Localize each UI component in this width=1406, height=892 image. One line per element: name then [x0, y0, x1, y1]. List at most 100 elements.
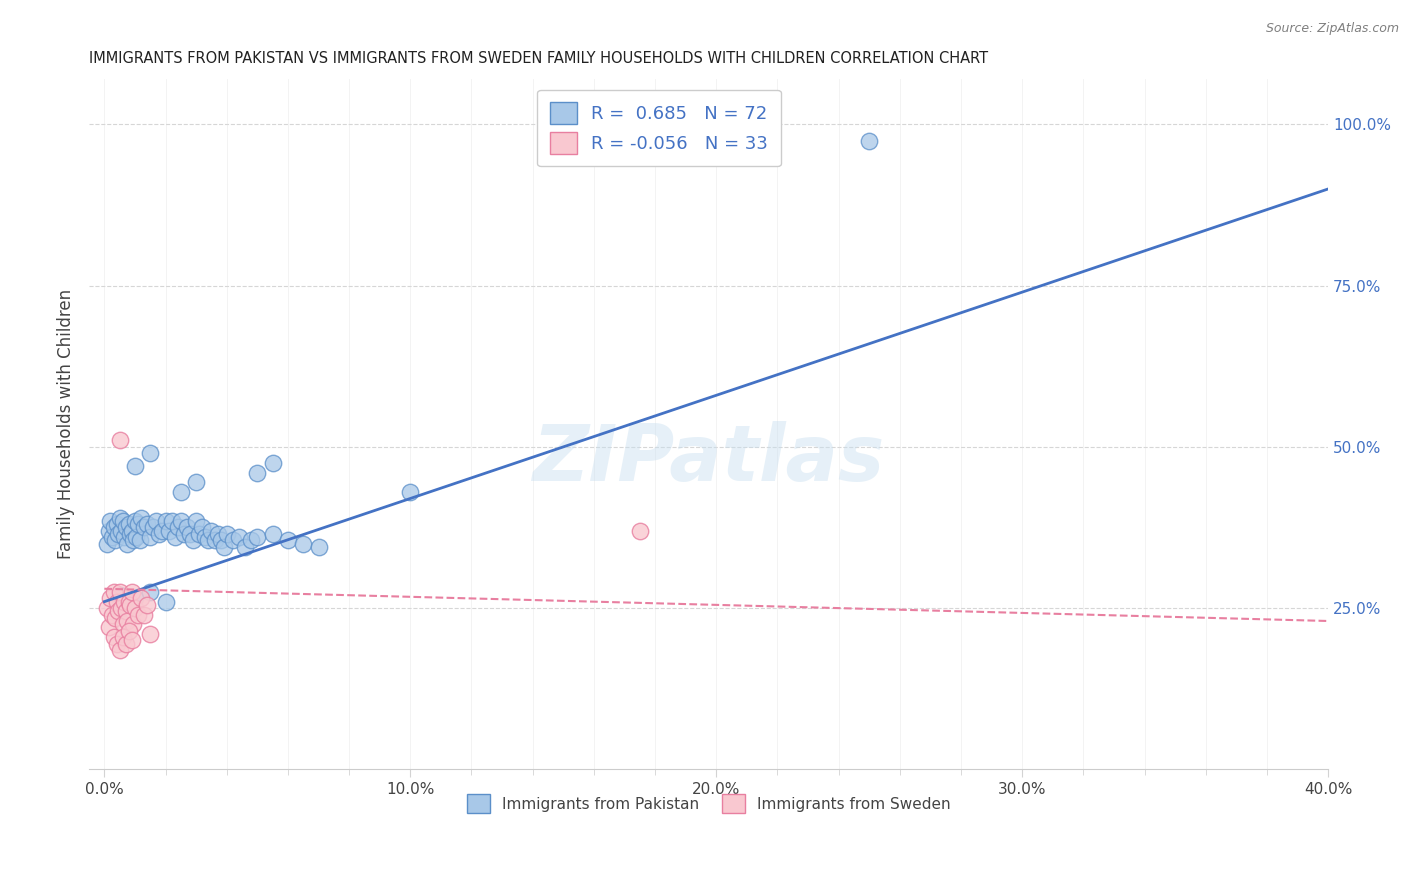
Point [134, 520, 156, 534]
Point [136, 517, 159, 532]
Point [277, 533, 299, 548]
Point [101, 530, 124, 544]
Point [233, 540, 256, 554]
Point [108, 588, 131, 602]
Point [186, 475, 208, 490]
Point [111, 617, 134, 632]
Point [125, 530, 148, 544]
Point [134, 607, 156, 622]
Point [228, 530, 250, 544]
Point [188, 527, 211, 541]
Point [110, 601, 132, 615]
Text: Source: ZipAtlas.com: Source: ZipAtlas.com [1265, 22, 1399, 36]
Point [107, 527, 129, 541]
Point [139, 627, 162, 641]
Point [124, 514, 146, 528]
Point [105, 636, 128, 650]
Point [114, 636, 136, 650]
Point [122, 617, 145, 632]
Point [129, 591, 152, 606]
Point [121, 524, 143, 538]
Point [97, 620, 120, 634]
Point [200, 524, 222, 538]
Point [97, 524, 120, 538]
Point [207, 527, 229, 541]
Point [108, 511, 131, 525]
Point [139, 585, 162, 599]
Point [127, 517, 149, 532]
Point [108, 585, 131, 599]
Point [155, 594, 177, 608]
Point [96, 536, 118, 550]
Point [120, 527, 142, 541]
Point [163, 530, 186, 544]
Point [114, 520, 136, 534]
Point [129, 511, 152, 525]
Point [262, 527, 284, 541]
Point [118, 624, 141, 638]
Point [262, 456, 284, 470]
Point [148, 527, 170, 541]
Point [170, 485, 193, 500]
Point [105, 594, 128, 608]
Point [139, 446, 162, 460]
Point [215, 527, 238, 541]
Point [117, 614, 139, 628]
Point [308, 540, 330, 554]
Point [100, 591, 122, 606]
Point [246, 466, 269, 480]
Point [186, 514, 208, 528]
Point [101, 607, 124, 622]
Point [399, 485, 422, 500]
Point [209, 533, 232, 548]
Point [111, 514, 134, 528]
Text: ZIPatlas: ZIPatlas [533, 421, 884, 497]
Point [121, 633, 143, 648]
Point [103, 630, 125, 644]
Point [240, 533, 263, 548]
Point [246, 530, 269, 544]
Point [145, 514, 167, 528]
Point [157, 524, 180, 538]
Point [292, 536, 315, 550]
Point [122, 533, 145, 548]
Point [104, 533, 127, 548]
Point [179, 527, 201, 541]
Point [155, 514, 177, 528]
Point [173, 527, 195, 541]
Point [160, 514, 183, 528]
Point [112, 530, 135, 544]
Point [166, 520, 188, 534]
Point [118, 517, 141, 532]
Point [114, 604, 136, 618]
Point [128, 533, 150, 548]
Point [96, 601, 118, 615]
Point [105, 517, 128, 532]
Point [107, 604, 129, 618]
Point [142, 520, 165, 534]
Point [628, 524, 651, 538]
Point [136, 598, 159, 612]
Y-axis label: Family Households with Children: Family Households with Children [58, 289, 75, 559]
Point [124, 591, 146, 606]
Legend: Immigrants from Pakistan, Immigrants from Sweden: Immigrants from Pakistan, Immigrants fro… [456, 784, 962, 823]
Point [170, 514, 193, 528]
Point [212, 540, 235, 554]
Point [112, 594, 135, 608]
Point [103, 585, 125, 599]
Point [222, 533, 245, 548]
Point [118, 594, 141, 608]
Point [108, 434, 131, 448]
Point [111, 630, 134, 644]
Point [191, 520, 214, 534]
Point [121, 585, 143, 599]
Point [139, 530, 162, 544]
Text: IMMIGRANTS FROM PAKISTAN VS IMMIGRANTS FROM SWEDEN FAMILY HOUSEHOLDS WITH CHILDR: IMMIGRANTS FROM PAKISTAN VS IMMIGRANTS F… [89, 51, 988, 66]
Point [104, 611, 127, 625]
Point [181, 533, 204, 548]
Point [108, 643, 131, 657]
Point [103, 520, 125, 534]
Point [127, 607, 149, 622]
Point [124, 459, 146, 474]
Point [100, 514, 122, 528]
